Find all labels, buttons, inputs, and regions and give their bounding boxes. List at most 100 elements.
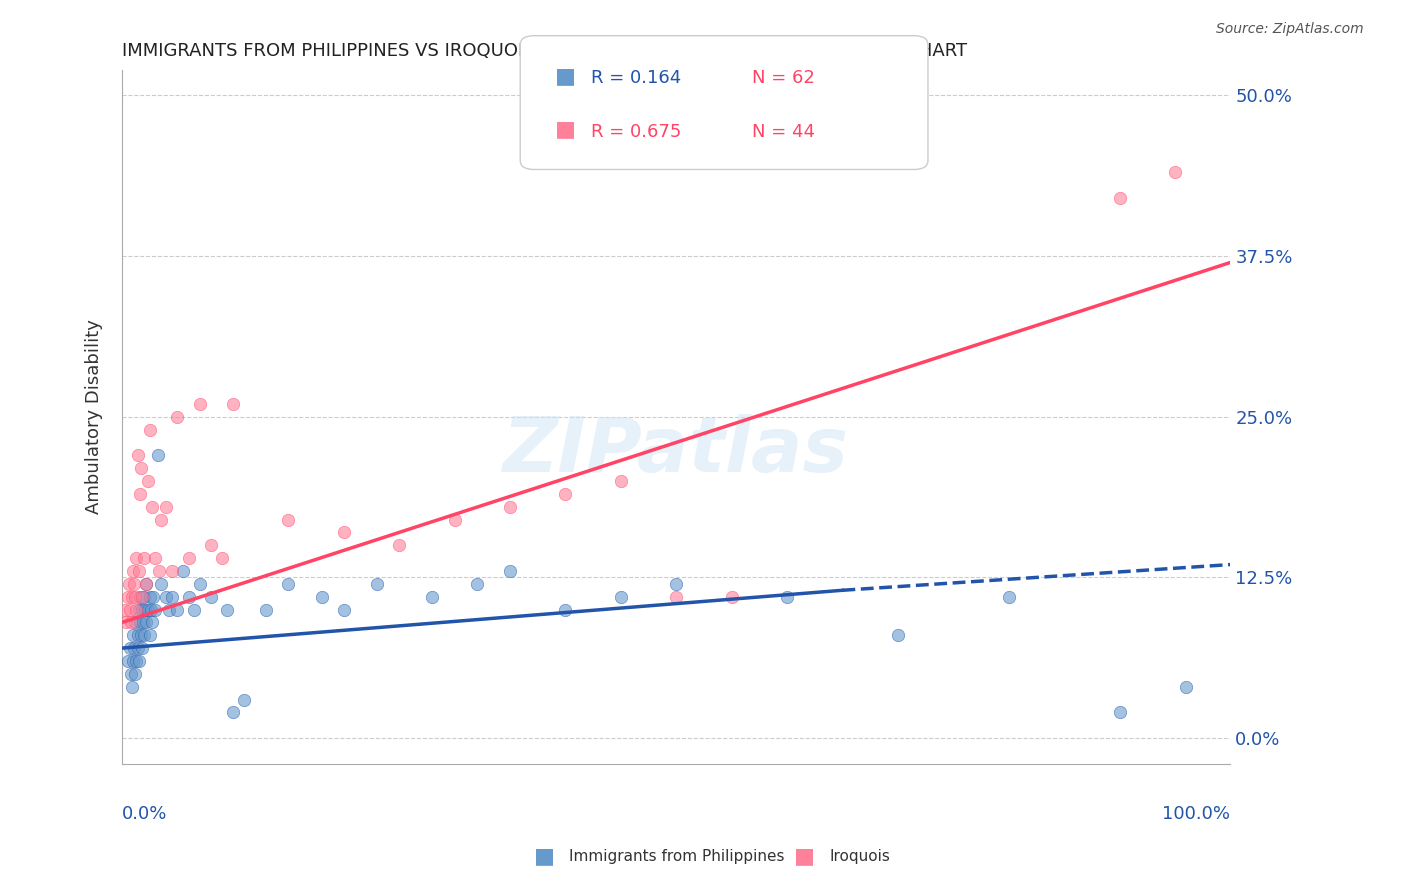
Text: ■: ■ (534, 847, 555, 866)
Point (124, 590, 146, 604)
Text: IMMIGRANTS FROM PHILIPPINES VS IROQUOIS AMBULATORY DISABILITY CORRELATION CHART: IMMIGRANTS FROM PHILIPPINES VS IROQUOIS … (122, 42, 967, 60)
Point (332, 525, 354, 540)
Point (148, 564, 170, 578)
Point (135, 577, 157, 591)
Point (141, 615, 163, 630)
Text: Iroquois: Iroquois (830, 849, 890, 863)
Point (1164, 165, 1187, 179)
Point (127, 448, 149, 462)
Point (124, 615, 146, 630)
Point (720, 590, 742, 604)
Point (211, 551, 233, 566)
Point (131, 602, 153, 616)
Point (177, 590, 200, 604)
Point (665, 577, 688, 591)
Point (120, 666, 142, 681)
Point (311, 590, 333, 604)
Point (132, 615, 155, 630)
Point (127, 628, 149, 642)
Point (610, 590, 633, 604)
Point (128, 654, 150, 668)
Point (117, 590, 139, 604)
Point (128, 615, 150, 630)
Point (149, 512, 172, 526)
Text: R = 0.164: R = 0.164 (591, 70, 681, 87)
Point (366, 577, 388, 591)
Point (131, 641, 153, 656)
Text: Source: ZipAtlas.com: Source: ZipAtlas.com (1216, 22, 1364, 37)
Point (136, 474, 159, 488)
Point (122, 564, 145, 578)
Text: ■: ■ (555, 66, 576, 86)
Point (172, 564, 194, 578)
Point (136, 602, 159, 616)
Point (200, 590, 222, 604)
Point (166, 409, 188, 424)
Point (134, 590, 156, 604)
Point (155, 590, 177, 604)
Text: N = 44: N = 44 (752, 123, 815, 141)
Y-axis label: Ambulatory Disability: Ambulatory Disability (86, 319, 103, 514)
Point (166, 602, 188, 616)
Point (554, 487, 576, 501)
Point (143, 551, 166, 566)
Point (443, 512, 465, 526)
Point (554, 602, 576, 616)
Text: ZIPatlas: ZIPatlas (503, 415, 849, 489)
Point (122, 654, 145, 668)
Point (127, 641, 149, 656)
Point (125, 551, 148, 566)
Point (465, 577, 488, 591)
Point (139, 423, 162, 437)
Point (143, 602, 166, 616)
Point (254, 602, 277, 616)
Point (141, 500, 163, 514)
Point (332, 602, 354, 616)
Point (134, 628, 156, 642)
Point (135, 577, 157, 591)
Point (200, 538, 222, 552)
Point (125, 654, 148, 668)
Point (139, 628, 162, 642)
Point (155, 500, 177, 514)
Point (115, 615, 138, 630)
Point (122, 641, 145, 656)
Point (131, 590, 153, 604)
Point (388, 538, 411, 552)
Point (121, 680, 143, 694)
Point (222, 397, 245, 411)
Point (610, 474, 633, 488)
Point (997, 590, 1019, 604)
Point (183, 602, 205, 616)
Point (177, 551, 200, 566)
Point (277, 512, 299, 526)
Point (422, 590, 444, 604)
Point (118, 602, 141, 616)
Point (122, 577, 145, 591)
Point (124, 666, 146, 681)
Point (233, 692, 256, 706)
Point (499, 564, 522, 578)
Point (149, 577, 172, 591)
Point (1175, 680, 1198, 694)
Point (887, 628, 910, 642)
Point (217, 602, 239, 616)
Point (139, 602, 162, 616)
Point (118, 641, 141, 656)
Point (142, 590, 165, 604)
Point (776, 590, 799, 604)
Point (134, 551, 156, 566)
Text: Immigrants from Philippines: Immigrants from Philippines (569, 849, 785, 863)
Point (118, 577, 141, 591)
Point (134, 602, 156, 616)
Point (222, 706, 245, 720)
Point (128, 564, 150, 578)
Point (139, 590, 162, 604)
Point (277, 577, 299, 591)
Point (1108, 191, 1130, 205)
Point (122, 628, 145, 642)
Text: ■: ■ (555, 120, 576, 139)
Point (188, 397, 211, 411)
Point (125, 602, 148, 616)
Point (128, 602, 150, 616)
